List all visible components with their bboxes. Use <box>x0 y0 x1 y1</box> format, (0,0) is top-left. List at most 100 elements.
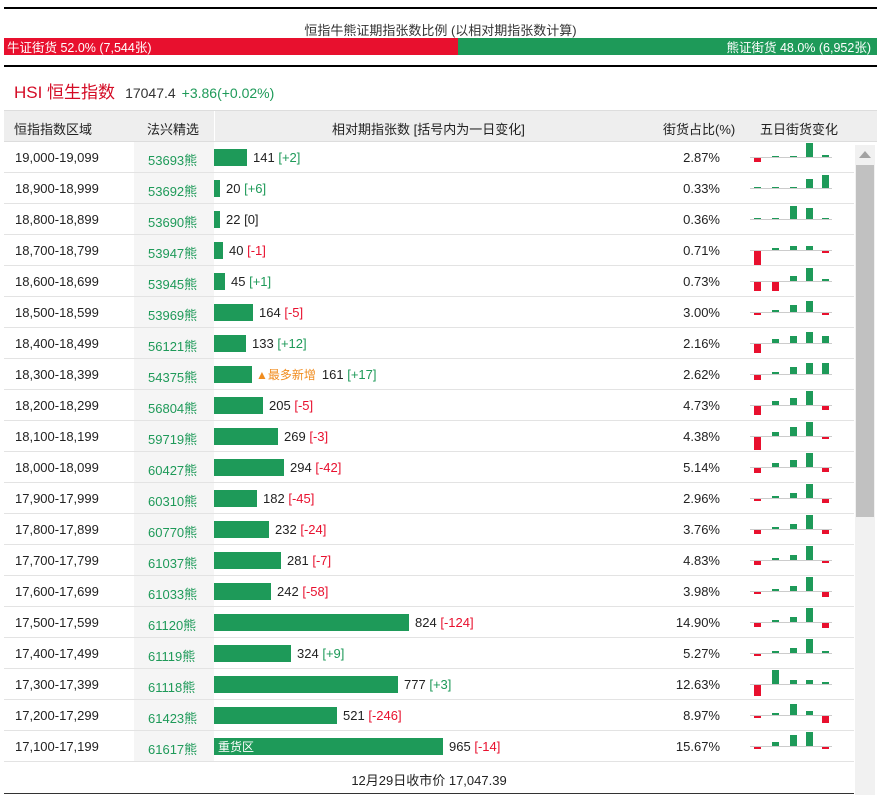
sparkline-bar <box>790 335 797 343</box>
count-bar <box>214 272 225 290</box>
warrant-code-link[interactable]: 61423熊 <box>134 700 214 730</box>
table-row: 18,700-18,799 53947熊 40 [-1] 0.71% <box>4 235 854 266</box>
scroll-thumb[interactable] <box>856 165 874 517</box>
sparkline-axis <box>750 653 832 654</box>
warrant-code-link[interactable]: 60770熊 <box>134 514 214 544</box>
table-row: 18,500-18,599 53969熊 164 [-5] 3.00% <box>4 297 854 328</box>
warrant-code-link[interactable]: 61033熊 <box>134 576 214 606</box>
sparkline-bar <box>754 344 761 353</box>
outstanding-pct: 14.90% <box>675 615 720 630</box>
sparkline-bar <box>790 275 797 281</box>
sparkline-bar <box>772 310 779 312</box>
sparkline-bar <box>754 468 761 474</box>
sparkline-bar <box>790 523 797 529</box>
sparkline-bar <box>822 363 829 374</box>
warrant-code-link[interactable]: 60427熊 <box>134 452 214 482</box>
count-value: 161 [+17] <box>322 367 377 382</box>
sparkline-bar <box>754 499 761 501</box>
outstanding-pct: 5.27% <box>683 646 720 661</box>
sparkline-bar <box>822 530 829 534</box>
count-cell: 269 [-3] <box>214 421 328 451</box>
sparkline-axis <box>750 188 832 189</box>
count-cell: 182 [-45] <box>214 483 314 513</box>
count-change: [+9] <box>322 645 345 661</box>
table-row: 18,800-18,899 53690熊 22 [0] 0.36% <box>4 204 854 235</box>
count-value: 269 [-3] <box>284 429 328 444</box>
header-five-day: 五日街货变化 <box>760 122 839 137</box>
count-bar <box>214 551 281 569</box>
header-range: 恒指指数区域 <box>14 122 93 137</box>
count-bar <box>214 148 247 166</box>
count-change: [+6] <box>244 180 267 196</box>
count-value: 777 [+3] <box>404 677 451 692</box>
sparkline-bar <box>772 527 779 529</box>
sparkline-axis <box>750 498 832 499</box>
sparkline-bar <box>772 372 779 374</box>
count-change: [-124] <box>440 614 474 630</box>
sparkline-bar <box>806 332 813 343</box>
sparkline-bar <box>806 179 813 188</box>
index-summary: HSI 恒生指数 17047.4 +3.86(+0.02%) <box>14 78 274 103</box>
row-range: 18,200-18,299 <box>15 398 99 413</box>
sparkline-axis <box>750 715 832 716</box>
warrant-code-link[interactable]: 59719熊 <box>134 421 214 451</box>
five-day-sparkline <box>750 421 832 451</box>
count-value: 164 [-5] <box>259 305 303 320</box>
warrant-code-link[interactable]: 53969熊 <box>134 297 214 327</box>
count-number: 205 <box>269 397 291 413</box>
vertical-scrollbar[interactable] <box>855 145 875 795</box>
outstanding-pct: 8.97% <box>683 708 720 723</box>
five-day-sparkline <box>750 731 832 761</box>
count-cell: 45 [+1] <box>214 266 271 296</box>
five-day-sparkline <box>750 576 832 606</box>
count-bar <box>214 334 246 352</box>
table-row: 18,400-18,499 56121熊 133 [+12] 2.16% <box>4 328 854 359</box>
count-number: 232 <box>275 521 297 537</box>
five-day-sparkline <box>750 266 832 296</box>
count-value: 45 [+1] <box>231 274 271 289</box>
sparkline-bar <box>822 335 829 343</box>
top-divider <box>4 7 877 9</box>
warrant-code-link[interactable]: 61037熊 <box>134 545 214 575</box>
outstanding-pct: 12.63% <box>675 677 720 692</box>
count-number: 324 <box>297 645 319 661</box>
row-range: 18,700-18,799 <box>15 243 99 258</box>
warrant-code-link[interactable]: 53692熊 <box>134 173 214 203</box>
five-day-sparkline <box>750 638 832 668</box>
five-day-sparkline <box>750 483 832 513</box>
warrant-code-link[interactable]: 61119熊 <box>134 638 214 668</box>
sparkline-axis <box>750 157 832 158</box>
warrant-code-link[interactable]: 53690熊 <box>134 204 214 234</box>
sparkline-bar <box>806 390 813 405</box>
warrant-code-link[interactable]: 53947熊 <box>134 235 214 265</box>
scroll-up-arrow-icon[interactable] <box>859 151 871 158</box>
index-name[interactable]: HSI 恒生指数 <box>14 83 116 102</box>
five-day-sparkline <box>750 359 832 389</box>
warrant-code-link[interactable]: 61120熊 <box>134 607 214 637</box>
sparkline-axis <box>750 281 832 282</box>
sparkline-axis <box>750 374 832 375</box>
warrant-code-link[interactable]: 56121熊 <box>134 328 214 358</box>
sparkline-axis <box>750 312 832 313</box>
warrant-code-link[interactable]: 61118熊 <box>134 669 214 699</box>
count-bar <box>214 582 271 600</box>
warrant-code-link[interactable]: 54375熊 <box>134 359 214 389</box>
warrant-code-link[interactable]: 60310熊 <box>134 483 214 513</box>
sparkline-bar <box>772 742 779 746</box>
warrant-code-link[interactable]: 53693熊 <box>134 142 214 172</box>
bull-bear-ratio-bar: 牛证街货 52.0% (7,544张) 熊证街货 48.0% (6,952张) <box>4 38 877 55</box>
count-number: 182 <box>263 490 285 506</box>
header-pick: 法兴精选 <box>147 122 200 137</box>
count-change: [-24] <box>300 521 327 537</box>
warrant-code-link[interactable]: 53945熊 <box>134 266 214 296</box>
sparkline-bar <box>806 421 813 436</box>
sparkline-bar <box>772 651 779 653</box>
count-cell: 824 [-124] <box>214 607 474 637</box>
sparkline-bar <box>754 530 761 534</box>
count-change: [-14] <box>474 738 501 754</box>
warrant-code-link[interactable]: 61617熊 <box>134 731 214 761</box>
count-number: 133 <box>252 335 274 351</box>
count-cell: 40 [-1] <box>214 235 266 265</box>
warrant-code-link[interactable]: 56804熊 <box>134 390 214 420</box>
count-bar <box>214 210 220 228</box>
